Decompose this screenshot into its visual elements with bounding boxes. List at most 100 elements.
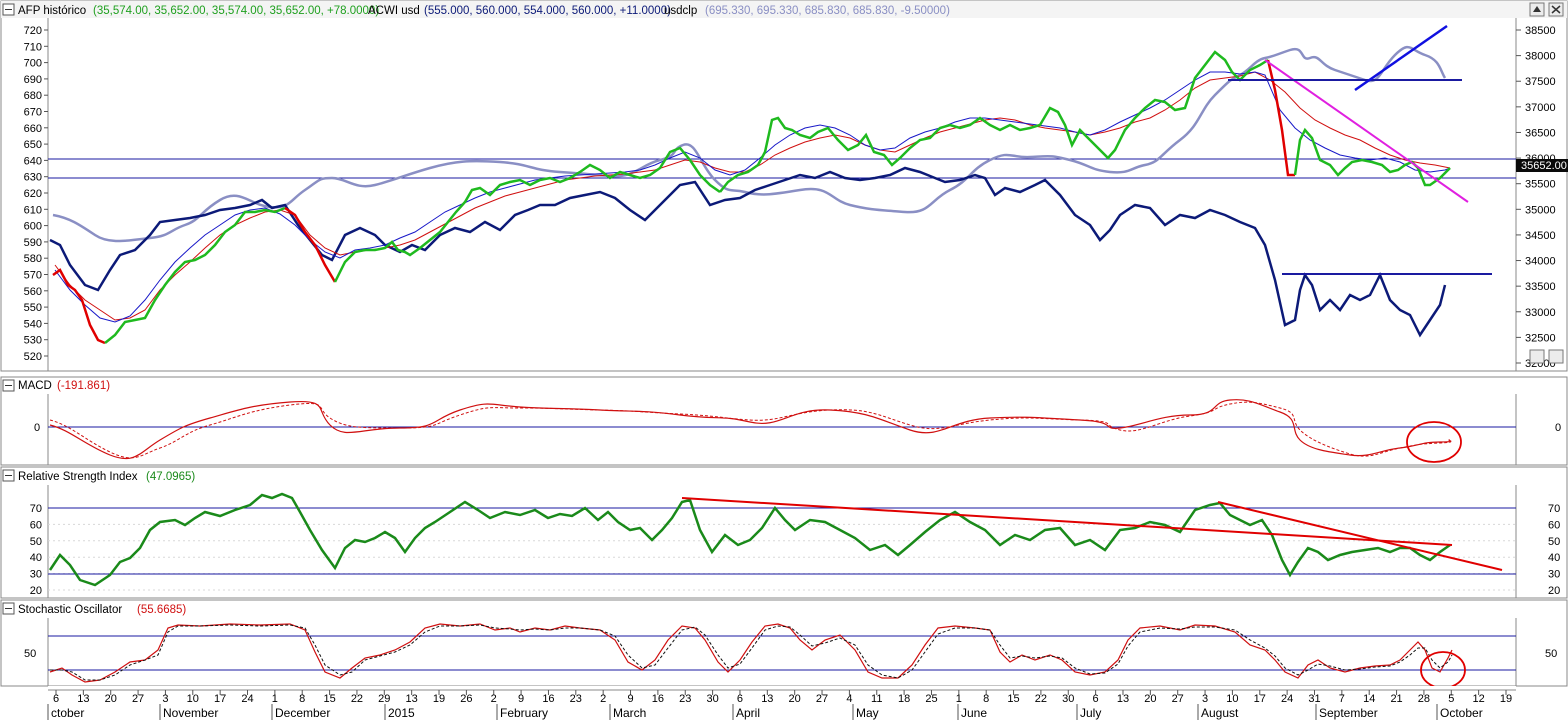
month-label: February xyxy=(500,706,548,720)
day-tick-label: 23 xyxy=(570,693,582,705)
day-tick-label: 9 xyxy=(518,693,524,705)
month-label: April xyxy=(736,706,760,720)
stoch-tick-left: 50 xyxy=(24,648,36,660)
day-tick-label: 1 xyxy=(272,693,278,705)
macd-zero-label-right: 0 xyxy=(1555,422,1561,434)
macd-title: MACD xyxy=(18,380,52,392)
day-tick-label: 10 xyxy=(1226,693,1238,705)
day-tick-label: 2 xyxy=(491,693,497,705)
day-tick-label: 11 xyxy=(871,693,882,705)
price-left-tick-label: 720 xyxy=(24,25,42,37)
day-tick-label: 8 xyxy=(983,693,989,705)
day-tick-label: 15 xyxy=(323,693,335,705)
rsi-left-tick-label: 40 xyxy=(30,552,42,564)
price-left-tick-label: 540 xyxy=(24,318,42,330)
price-right-tick-label: 34500 xyxy=(1525,230,1556,242)
last-value-label: 35652.00 xyxy=(1521,160,1567,172)
day-tick-label: 1 xyxy=(956,693,962,705)
day-tick-label: 13 xyxy=(406,693,418,705)
afp-price-line xyxy=(52,50,1451,345)
day-tick-label: 13 xyxy=(1117,693,1129,705)
price-left-tick-label: 650 xyxy=(24,139,42,151)
day-tick-label: 30 xyxy=(1062,693,1074,705)
day-tick-label: 6 xyxy=(737,693,743,705)
day-tick-label: 16 xyxy=(542,693,554,705)
day-tick-label: 19 xyxy=(433,693,445,705)
price-right-tick-label: 37000 xyxy=(1525,102,1556,114)
day-tick-label: 21 xyxy=(1390,693,1402,705)
day-tick-label: 6 xyxy=(1093,693,1099,705)
day-tick-label: 10 xyxy=(187,693,199,705)
day-tick-label: 20 xyxy=(105,693,117,705)
price-right-tick-label: 35000 xyxy=(1525,204,1556,216)
rsi-left-tick-label: 30 xyxy=(30,569,42,581)
price-left-tick-label: 520 xyxy=(24,351,42,363)
price-scroll-up-button[interactable] xyxy=(1529,349,1545,364)
price-scroll-down-button[interactable] xyxy=(1548,349,1564,364)
macd-pane: MACD (-191.861) 0 0 xyxy=(0,376,1568,466)
last-value-badge xyxy=(1516,159,1568,172)
blue-uptrend-line xyxy=(1354,24,1448,92)
month-label: October xyxy=(1440,706,1483,720)
day-tick-label: 23 xyxy=(679,693,691,705)
stoch-title: Stochastic Oscillator xyxy=(18,604,122,616)
moving-average-blue xyxy=(54,71,1451,323)
day-tick-label: 13 xyxy=(761,693,773,705)
rsi-right-tick-label: 70 xyxy=(1548,503,1560,515)
day-tick-label: 4 xyxy=(846,693,852,705)
price-left-tick-label: 630 xyxy=(24,172,42,184)
day-tick-label: 31 xyxy=(1308,693,1320,705)
price-left-tick-label: 610 xyxy=(24,204,42,216)
macd-signal-line xyxy=(49,401,1452,459)
macd-zero-label-left: 0 xyxy=(34,422,40,434)
rsi-pane: Relative Strength Index (47.0965) 70 70 60… xyxy=(0,466,1568,599)
rsi-short-downtrend-line xyxy=(1217,501,1503,571)
acwi-series-title: ACWI usd xyxy=(368,5,420,17)
rsi-long-downtrend-line xyxy=(681,497,1453,546)
rsi-right-tick-label: 60 xyxy=(1548,519,1560,531)
day-tick-label: 17 xyxy=(1254,693,1266,705)
macd-highlight-circle xyxy=(1406,421,1462,463)
day-tick-label: 24 xyxy=(241,693,253,705)
day-tick-label: 20 xyxy=(789,693,801,705)
day-tick-label: 18 xyxy=(898,693,910,705)
rsi-right-tick-label: 30 xyxy=(1548,569,1560,581)
day-tick-label: 26 xyxy=(460,693,472,705)
day-tick-label: 7 xyxy=(1339,693,1345,705)
stoch-tick-right: 50 xyxy=(1545,648,1557,660)
day-tick-label: 3 xyxy=(162,693,168,705)
price-left-tick-label: 680 xyxy=(24,90,42,102)
rsi-left-tick-label: 20 xyxy=(30,585,42,597)
day-tick-label: 9 xyxy=(627,693,633,705)
main-series-values: (35,574.00, 35,652.00, 35,574.00, 35,652… xyxy=(93,5,379,17)
day-tick-label: 29 xyxy=(378,693,390,705)
price-left-tick-label: 640 xyxy=(24,155,42,167)
price-left-tick-label: 670 xyxy=(24,107,42,119)
rsi-title: Relative Strength Index xyxy=(18,471,138,483)
month-label: July xyxy=(1080,706,1101,720)
month-label: ctober xyxy=(51,706,84,720)
day-tick-label: 22 xyxy=(351,693,363,705)
month-label: June xyxy=(961,706,987,720)
day-tick-label: 13 xyxy=(77,693,89,705)
day-tick-label: 27 xyxy=(132,693,144,705)
price-left-tick-label: 620 xyxy=(24,188,42,200)
price-right-tick-label: 33000 xyxy=(1525,307,1556,319)
price-pane: AFP histórico (35,574.00, 35,652.00, 35,… xyxy=(0,0,1568,372)
day-tick-label: 27 xyxy=(1172,693,1184,705)
month-label: September xyxy=(1319,706,1378,720)
rsi-right-tick-label: 20 xyxy=(1548,585,1560,597)
price-left-tick-label: 530 xyxy=(24,335,42,347)
price-left-tick-label: 700 xyxy=(24,58,42,70)
acwi-series-values: (555.000, 560.000, 554.000, 560.000, +11… xyxy=(424,5,671,17)
month-label: November xyxy=(163,706,218,720)
rsi-left-tick-label: 70 xyxy=(30,503,42,515)
day-tick-label: 6 xyxy=(53,693,59,705)
day-tick-label: 15 xyxy=(1007,693,1019,705)
day-tick-label: 25 xyxy=(925,693,937,705)
stoch-value: (55.6685) xyxy=(137,604,186,616)
month-label: August xyxy=(1201,706,1239,720)
month-label: December xyxy=(275,706,330,720)
day-tick-label: 17 xyxy=(214,693,226,705)
